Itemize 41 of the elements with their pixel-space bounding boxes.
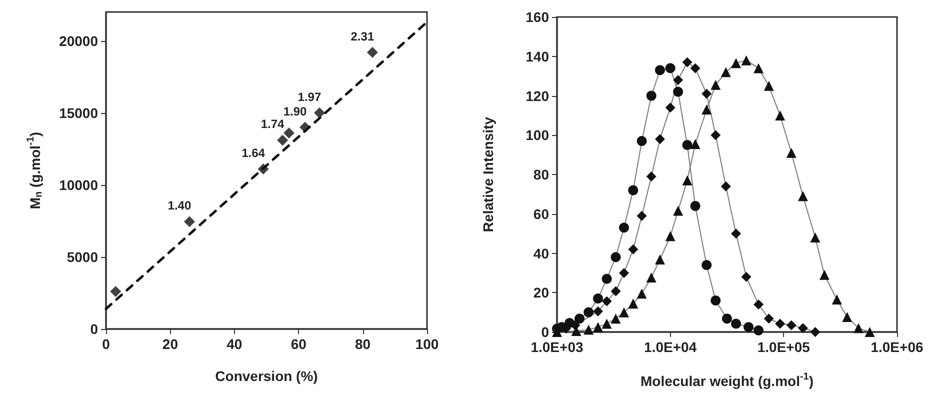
- point: [366, 46, 378, 58]
- x-tick-label: 1.0E+04: [644, 339, 697, 355]
- y-tick-label: 0: [541, 324, 550, 340]
- y-tick-label: 120: [526, 88, 550, 104]
- annotation: 2.31: [350, 29, 374, 44]
- annotation: 1.64: [242, 146, 266, 160]
- x-tick-label: 100: [415, 336, 439, 352]
- point: [300, 122, 311, 133]
- point: [110, 286, 122, 298]
- y-axis-title: Mn (g.mol-1): [26, 132, 44, 210]
- x-tick-label: 1.0E+05: [757, 339, 810, 355]
- x-tick-label: 40: [226, 336, 242, 352]
- point: [258, 164, 269, 175]
- annotation: 1.97: [298, 90, 322, 104]
- y-tick-label: 20: [533, 284, 550, 301]
- y-tick-label: 15000: [59, 104, 98, 121]
- annotation: 1.40: [168, 198, 192, 213]
- y-tick-label: 0: [90, 321, 98, 337]
- point: [184, 216, 195, 228]
- y-tick-label: 5000: [66, 248, 98, 265]
- y-tick-label: 100: [526, 127, 550, 144]
- x-tick-label: 20: [162, 336, 178, 352]
- y-tick-label: 160: [526, 9, 550, 25]
- x-tick-label: 1.0E+03: [530, 339, 584, 355]
- x-axis-title: Conversion (%): [215, 368, 318, 384]
- y-tick-label: 20000: [59, 32, 98, 49]
- x-tick-label: 1.0E+06: [870, 339, 924, 355]
- y-tick-label: 80: [533, 166, 550, 182]
- annotation: 1.74: [260, 117, 285, 132]
- point: [314, 107, 325, 118]
- x-tick-label: 0: [102, 336, 110, 352]
- y-tick-label: 60: [533, 206, 550, 222]
- annotation: 1.90: [283, 104, 308, 118]
- point: [277, 134, 288, 146]
- x-tick-label: 60: [290, 336, 307, 352]
- point: [283, 128, 294, 139]
- y-tick-label: 40: [533, 245, 550, 262]
- y-tick-label: 10000: [59, 176, 98, 193]
- x-tick-label: 80: [355, 336, 371, 352]
- y-axis-title: Relative Intensity: [480, 116, 496, 232]
- y-tick-label: 140: [526, 48, 550, 64]
